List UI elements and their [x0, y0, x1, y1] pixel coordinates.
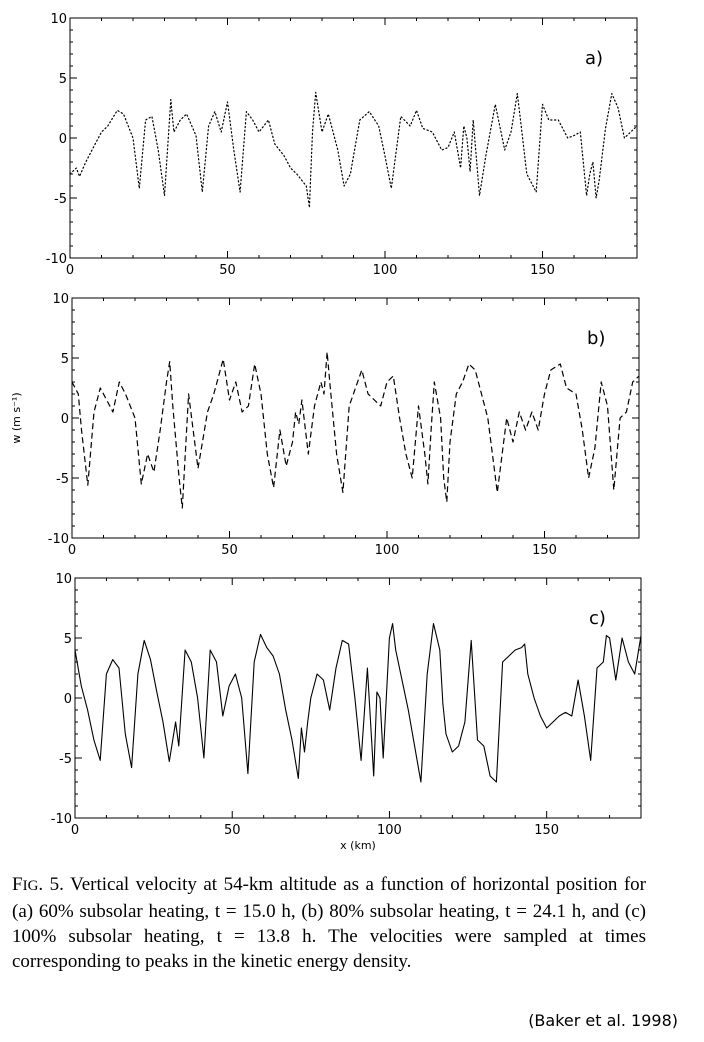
y-tick-label-a-0: 10: [50, 12, 67, 27]
figure-caption-text: Vertical velocity at 54-km altitude as a…: [12, 874, 647, 972]
y-tick-label-c-1: 5: [64, 632, 72, 647]
y-tick-label-c-2: 0: [64, 692, 72, 707]
x-axis-title: x (km): [340, 839, 376, 852]
series-line-b: [71, 351, 640, 509]
x-tick-label-b-1: 50: [221, 543, 238, 558]
x-tick-label-c-0: 0: [71, 823, 79, 838]
y-axis-title: w (m s⁻¹): [10, 392, 23, 443]
figure-caption: FIG. 5. Vertical velocity at 54-km altit…: [12, 872, 646, 974]
y-tick-label-a-4: -10: [46, 252, 67, 267]
source-credit: (Baker et al. 1998): [528, 1011, 678, 1030]
figure-caption-label: FIG. 5.: [12, 874, 64, 895]
panel-label-a: a): [585, 48, 603, 69]
y-tick-label-b-2: 0: [61, 412, 69, 427]
x-tick-label-c-3: 150: [534, 823, 559, 838]
panel-label-c: c): [589, 608, 606, 629]
y-tick-label-b-0: 10: [52, 292, 69, 307]
x-tick-label-a-0: 0: [66, 263, 74, 278]
x-tick-label-c-2: 100: [377, 823, 402, 838]
y-tick-label-b-4: -10: [48, 532, 69, 547]
y-tick-label-c-3: -5: [59, 752, 72, 767]
y-tick-label-a-1: 5: [59, 72, 67, 87]
plot-frame-b: [71, 297, 640, 539]
x-tick-label-b-0: 0: [68, 543, 76, 558]
y-tick-label-c-4: -10: [51, 812, 72, 827]
series-line-c: [74, 623, 642, 783]
x-tick-label-c-1: 50: [224, 823, 241, 838]
x-tick-label-a-2: 100: [373, 263, 398, 278]
x-tick-label-a-1: 50: [219, 263, 236, 278]
y-tick-label-a-3: -5: [54, 192, 67, 207]
plot-frame-a: [69, 17, 638, 259]
y-tick-label-a-2: 0: [59, 132, 67, 147]
x-tick-label-b-2: 100: [375, 543, 400, 558]
plot-frame-c: [74, 577, 642, 819]
y-tick-label-c-0: 10: [55, 572, 72, 587]
y-tick-label-b-1: 5: [61, 352, 69, 367]
y-tick-label-b-3: -5: [56, 472, 69, 487]
panel-label-b: b): [587, 328, 605, 349]
x-tick-label-b-3: 150: [532, 543, 557, 558]
series-line-a: [69, 91, 638, 209]
x-tick-label-a-3: 150: [530, 263, 555, 278]
